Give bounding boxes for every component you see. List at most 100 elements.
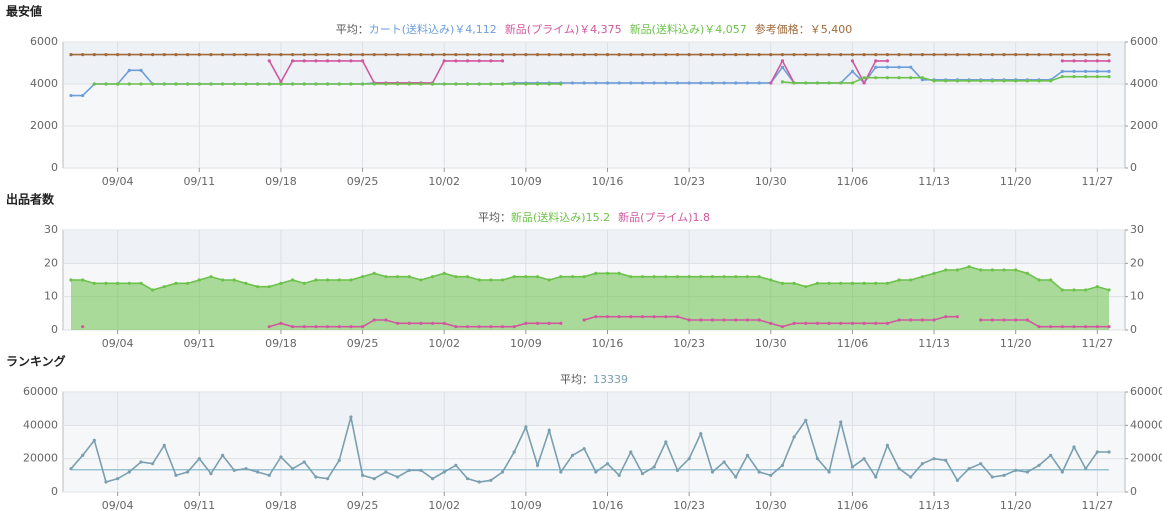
data-point [524,321,528,325]
plot-band [64,231,1124,264]
data-point [314,82,318,86]
data-point [955,79,959,83]
x-tick-label: 11/20 [1000,337,1032,350]
data-point [302,460,306,464]
data-point [664,53,668,57]
data-point [827,81,831,85]
data-point [745,453,750,457]
x-tick-label: 10/23 [673,175,705,188]
data-point [442,59,446,63]
data-point [792,435,796,439]
data-point [325,82,330,86]
data-point [349,415,353,419]
data-point [1014,268,1018,272]
legend-average: ￥4,057 [704,23,747,36]
y2-tick-label: 0 [1130,485,1137,498]
subtitle: 平均：新品(送料込み)15.2 新品(プライム)1.8 [478,210,710,224]
data-point [780,463,785,467]
data-point [454,275,458,279]
data-point [360,473,365,477]
data-point [769,53,773,57]
x-tick-label: 10/09 [510,499,542,511]
data-point [92,438,96,442]
data-point [314,53,318,57]
data-point [290,467,295,471]
data-point [477,53,481,57]
data-point [594,53,598,57]
data-point [570,53,575,57]
data-point [594,470,598,474]
data-point [582,447,586,451]
data-point [675,53,680,57]
data-point [897,53,901,57]
x-tick-label: 09/11 [183,499,215,511]
data-point [524,425,528,429]
data-point [687,53,691,57]
data-point [559,82,563,86]
data-point [722,275,726,279]
data-point [944,53,948,57]
data-point [349,325,353,329]
data-point [384,53,388,57]
data-point [1002,473,1006,477]
data-point [792,281,796,285]
data-point [967,265,971,269]
y-tick-label: 20 [44,256,58,269]
data-point [920,275,924,279]
data-point [640,53,645,57]
data-point [454,325,458,329]
legend-average: ￥5,400 [810,23,853,36]
legend-average: 1.8 [692,211,710,224]
data-point [116,82,120,86]
data-point [489,82,493,86]
data-point [256,53,260,57]
data-point [874,59,878,63]
data-point [81,278,85,282]
data-point [139,53,143,57]
x-tick-label: 10/09 [510,175,542,188]
y-tick-label: 2000 [30,119,58,132]
data-point [1002,79,1006,83]
data-point [1095,285,1099,289]
data-point [1084,467,1088,471]
data-point [885,59,890,63]
data-point [1107,288,1111,292]
data-point [652,275,656,279]
data-point [990,53,994,57]
data-point [325,59,330,63]
data-point [127,82,131,86]
data-point [151,288,155,292]
data-point [605,462,610,466]
data-point [465,59,470,63]
data-point [815,81,820,85]
x-tick-label: 11/27 [1081,175,1113,188]
data-point [1072,288,1076,292]
data-point [1002,268,1006,272]
data-point [547,428,551,432]
data-point [699,318,703,322]
data-point [162,285,166,289]
data-point [629,53,633,57]
data-point [1072,69,1076,73]
data-point [384,82,388,86]
data-point [384,275,388,279]
y-tick-label: 4000 [30,77,58,90]
x-tick-label: 09/25 [347,175,379,188]
data-point [1014,318,1018,322]
data-point [325,325,330,329]
data-point [454,59,458,63]
data-point [559,470,563,474]
data-point [559,321,563,325]
x-tick-label: 10/23 [673,499,705,511]
data-point [885,65,890,69]
data-point [850,59,855,63]
data-point [909,318,913,322]
data-point [512,82,516,86]
data-point [909,65,913,69]
data-point [162,443,166,447]
data-point [1025,79,1029,83]
data-point [465,82,470,86]
data-point [547,53,551,57]
data-point [979,318,983,322]
data-point [1107,325,1111,329]
